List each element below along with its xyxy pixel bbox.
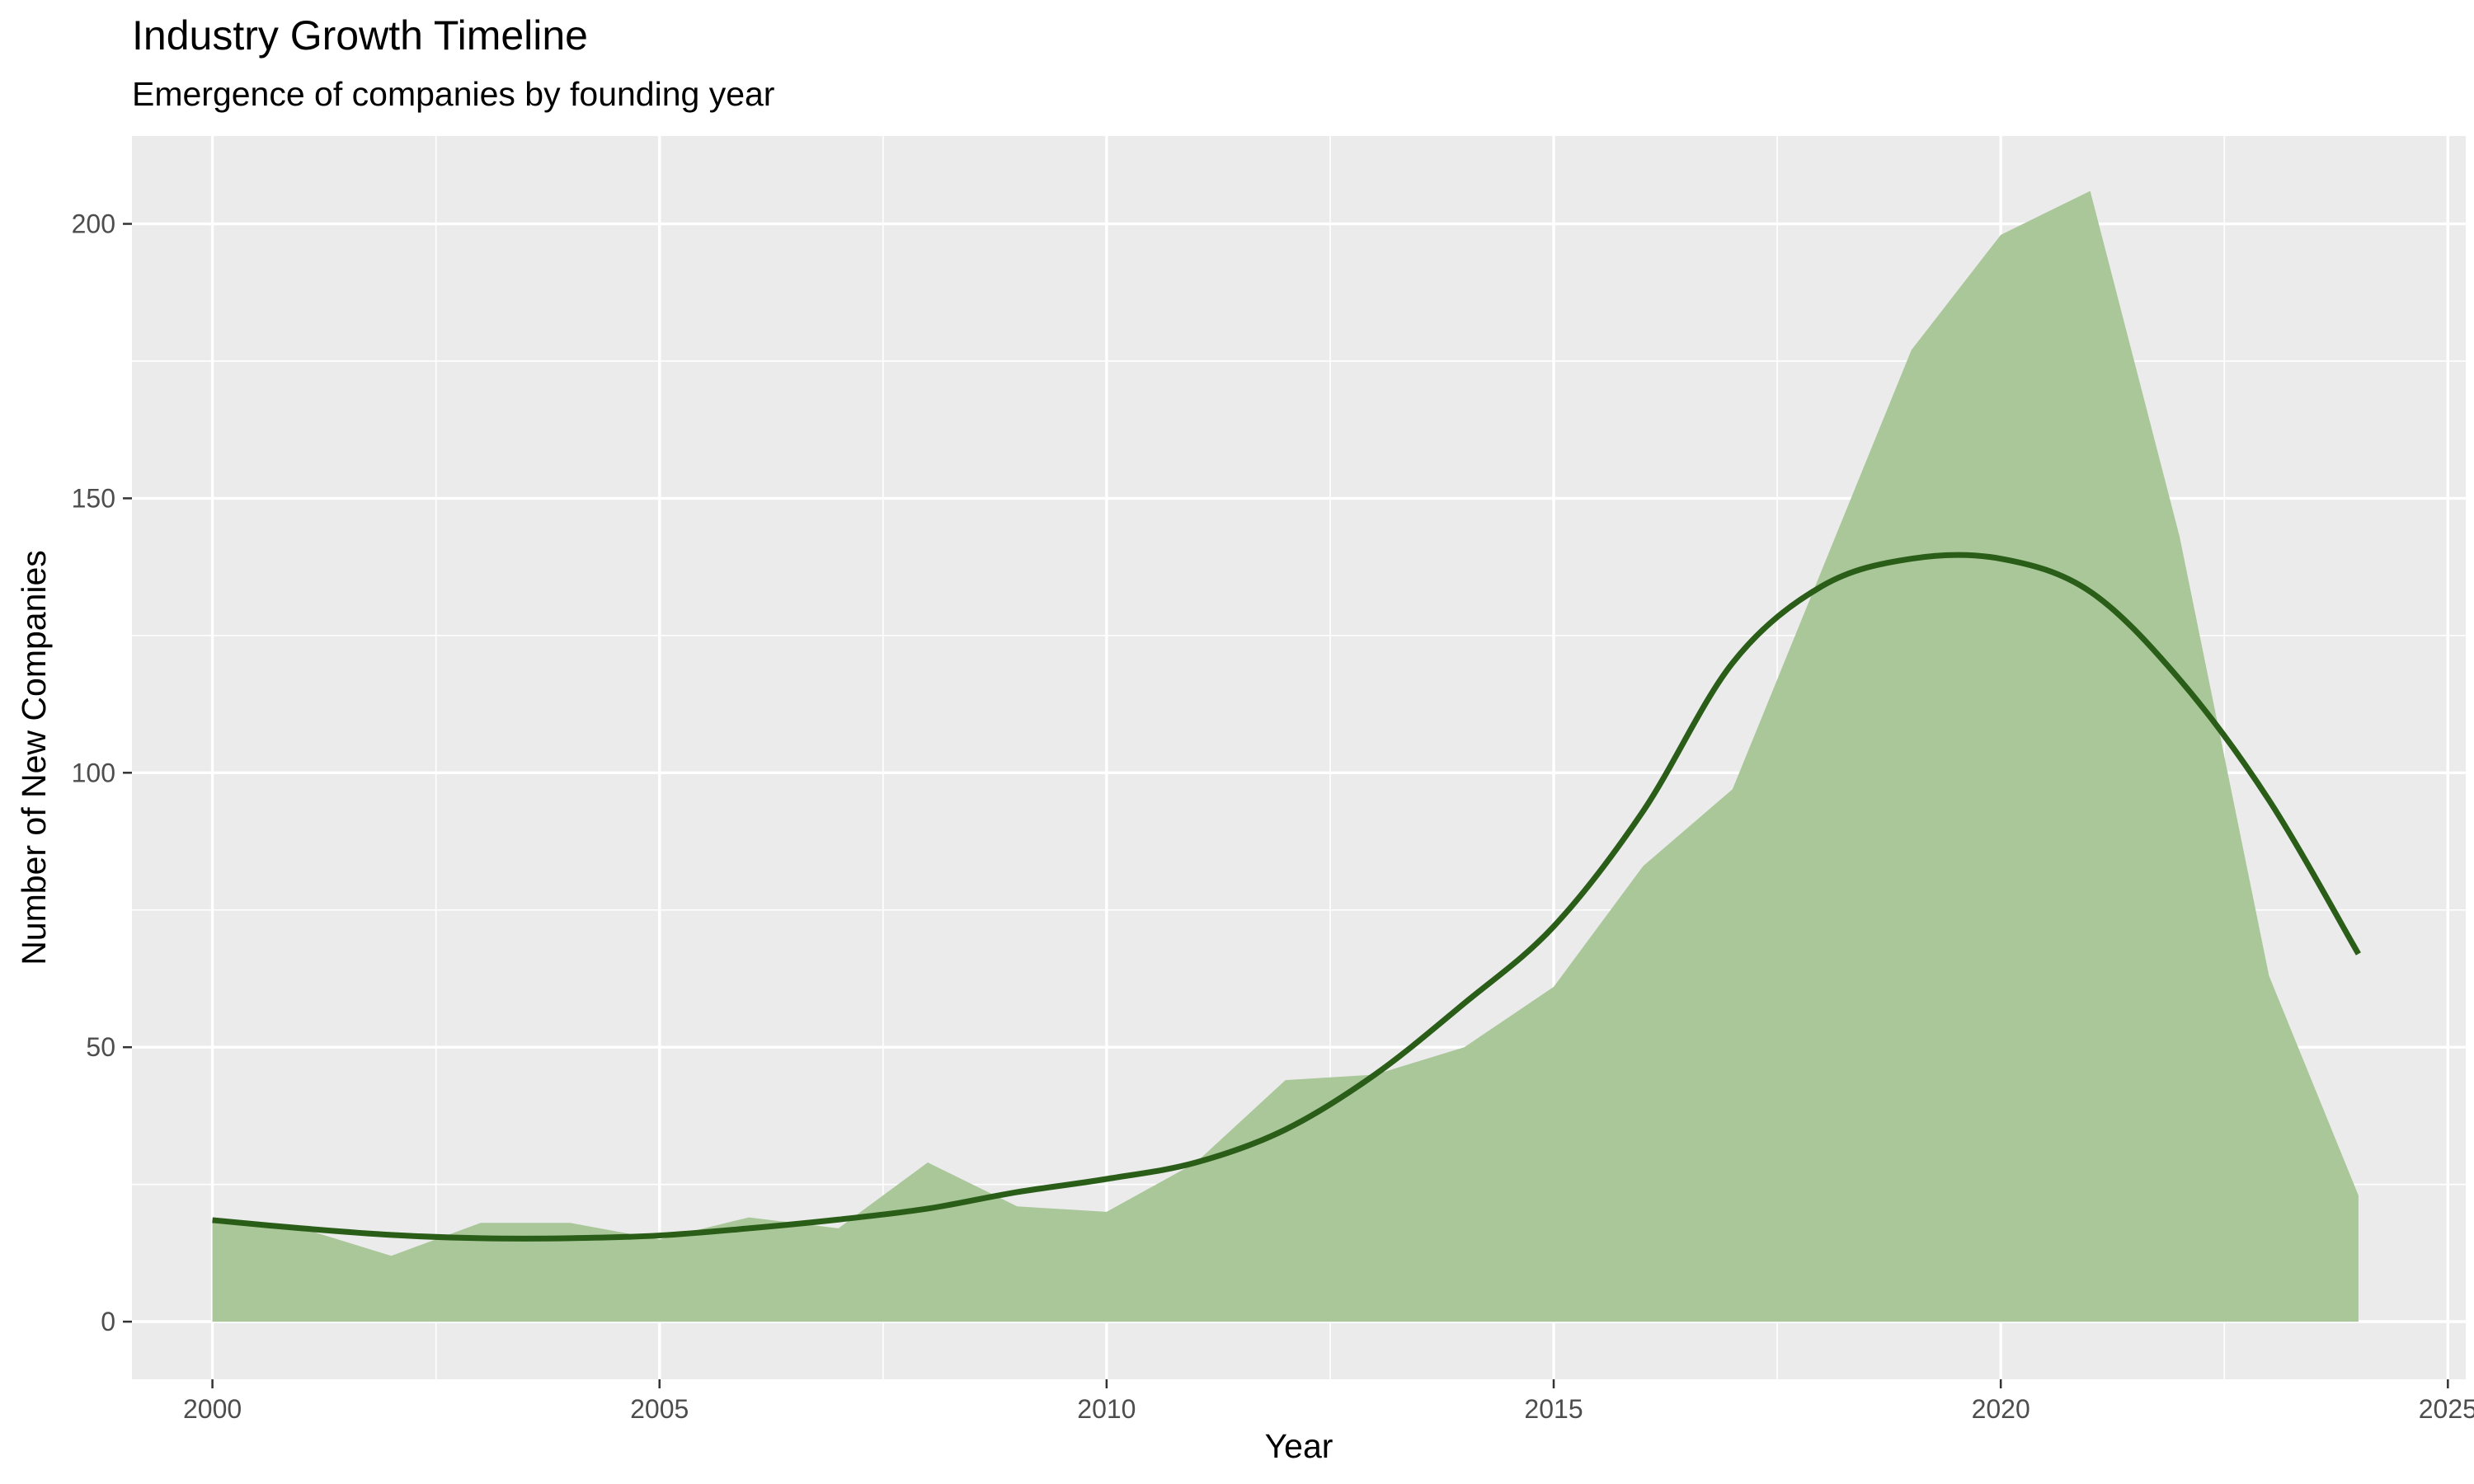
x-tick-label: 2020 — [1972, 1394, 2030, 1424]
axis-ticks: 2000 2005 2010 2015 2020 2025 0 50 100 150 200 — [72, 209, 2474, 1424]
x-tick-label: 2025 — [2419, 1394, 2474, 1424]
series-layer — [212, 190, 2361, 1322]
x-tick-label: 2015 — [1524, 1394, 1583, 1424]
x-tick-label: 2005 — [630, 1394, 689, 1424]
x-tick-label: 2010 — [1077, 1394, 1136, 1424]
y-tick-label: 100 — [72, 758, 115, 787]
x-tick-label: 2000 — [183, 1394, 242, 1424]
y-axis-title: Number of New Companies — [15, 550, 53, 965]
area-series — [212, 190, 2359, 1322]
y-tick-label: 0 — [101, 1307, 115, 1336]
y-tick-label: 150 — [72, 483, 115, 513]
chart-subtitle: Emergence of companies by founding year — [132, 75, 774, 113]
trend-line — [212, 552, 2361, 1242]
chart-title: Industry Growth Timeline — [132, 12, 588, 59]
y-tick-label: 50 — [86, 1032, 115, 1062]
y-tick-label: 200 — [72, 209, 115, 239]
x-axis-title: Year — [1265, 1427, 1333, 1465]
